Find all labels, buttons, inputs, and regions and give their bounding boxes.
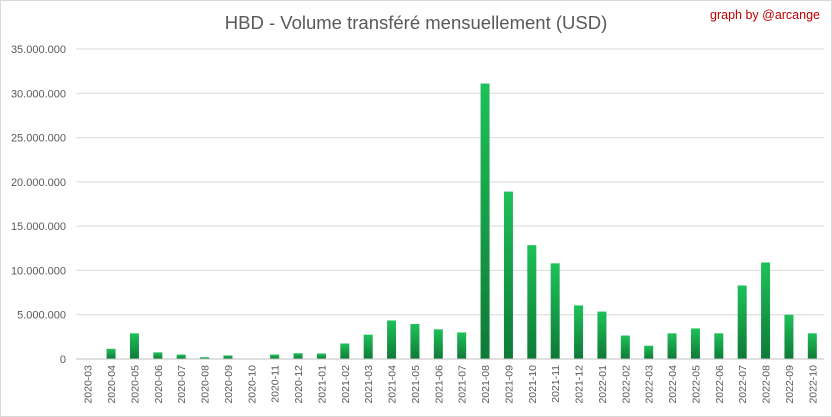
bar-2022-06 (714, 333, 724, 359)
bar-2022-01 (597, 311, 607, 359)
bar-2021-10 (527, 245, 537, 359)
x-tick-label: 2021-10 (527, 365, 539, 404)
bar-2021-02 (340, 343, 350, 359)
bar-2021-06 (433, 329, 443, 359)
x-axis: 2020-03 2020-04 2020-05 2020-06 2020-07 2020-… (76, 358, 824, 404)
y-tick-label: 25.000.000 (11, 133, 66, 145)
x-tick-label: 2022-04 (667, 365, 679, 404)
bar-2021-07 (457, 332, 467, 359)
bar-2022-10 (807, 333, 817, 359)
bar-2021-12 (574, 305, 584, 359)
bar-2020-07 (176, 354, 186, 359)
bar-2022-05 (690, 328, 700, 359)
x-tick-label: 2020-10 (246, 365, 258, 404)
y-tick-label: 35.000.000 (11, 44, 66, 56)
x-tick-label: 2020-06 (153, 365, 165, 404)
bar-2022-03 (644, 345, 654, 359)
x-tick-label: 2021-12 (574, 365, 586, 404)
x-tick-label: 2020-03 (83, 365, 95, 404)
x-tick-label: 2021-03 (363, 365, 375, 404)
y-tick-label: 0 (60, 354, 66, 366)
y-axis: 0 5.000.000 10.000.000 15.000.000 20.000.000… (11, 44, 66, 366)
x-tick-label: 2021-05 (410, 365, 422, 404)
x-tick-label: 2022-06 (714, 365, 726, 404)
x-tick-label: 2021-09 (503, 365, 515, 404)
bar-2020-11 (270, 354, 280, 359)
bar-2021-01 (316, 353, 326, 359)
bar-2020-08 (200, 357, 210, 359)
y-tick-label: 5.000.000 (17, 310, 66, 322)
bar-2021-11 (550, 263, 560, 359)
x-tick-label: 2020-08 (200, 365, 212, 404)
x-tick-label: 2021-04 (387, 365, 399, 404)
bar-2021-05 (410, 324, 420, 359)
x-tick-label: 2021-01 (316, 365, 328, 404)
x-tick-label: 2020-11 (270, 365, 282, 403)
bar-2021-09 (503, 191, 513, 359)
x-tick-label: 2021-08 (480, 365, 492, 404)
x-tick-label: 2022-05 (690, 365, 702, 404)
x-tick-label: 2020-05 (129, 365, 141, 404)
y-tick-label: 20.000.000 (11, 177, 66, 189)
bar-2022-02 (620, 335, 630, 359)
bar-2021-04 (387, 320, 397, 359)
y-tick-label: 10.000.000 (11, 265, 66, 277)
bar-2020-09 (223, 355, 233, 359)
x-tick-label: 2021-07 (457, 365, 469, 404)
x-tick-label: 2021-11 (550, 365, 562, 403)
bar-2020-06 (153, 352, 163, 359)
bar-2022-08 (761, 262, 771, 359)
x-tick-label: 2020-04 (106, 365, 118, 404)
x-tick-label: 2020-09 (223, 365, 235, 404)
x-tick-label: 2022-01 (597, 365, 609, 404)
bar-2022-07 (737, 285, 747, 359)
x-tick-label: 2022-03 (644, 365, 656, 404)
bar-2020-04 (106, 348, 116, 359)
y-tick-label: 15.000.000 (11, 221, 66, 233)
y-tick-label: 30.000.000 (11, 88, 66, 100)
x-tick-label: 2020-12 (293, 365, 305, 404)
bar-2020-05 (129, 333, 139, 359)
bar-2020-12 (293, 353, 303, 359)
x-tick-label: 2020-07 (176, 365, 188, 404)
x-tick-label: 2021-02 (340, 365, 352, 404)
gridlines (76, 48, 824, 360)
x-tick-label: 2021-06 (433, 365, 445, 404)
bar-2022-04 (667, 333, 677, 359)
chart-title: HBD - Volume transféré mensuellement (US… (224, 12, 608, 33)
bar-2021-03 (363, 334, 373, 359)
bar-2021-08 (480, 83, 490, 360)
x-tick-label: 2022-07 (737, 365, 749, 404)
x-tick-label: 2022-08 (761, 365, 773, 404)
bars (106, 83, 817, 360)
bar-2022-09 (784, 314, 794, 359)
x-tick-label: 2022-09 (784, 365, 796, 404)
x-tick-label: 2022-02 (620, 365, 632, 404)
chart-credit: graph by @arcange (710, 8, 820, 22)
x-tick-label: 2022-10 (807, 365, 819, 404)
